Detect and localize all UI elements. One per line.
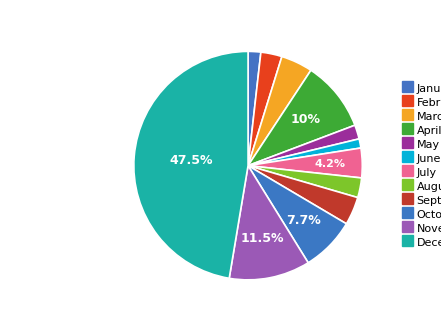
Wedge shape <box>248 125 359 166</box>
Text: 47.5%: 47.5% <box>169 154 213 167</box>
Wedge shape <box>248 139 361 166</box>
Wedge shape <box>248 51 261 166</box>
Text: 7.7%: 7.7% <box>286 214 321 227</box>
Wedge shape <box>248 52 282 166</box>
Wedge shape <box>134 51 248 278</box>
Legend: January, February, March, April, May, June, July, August, September, October, No: January, February, March, April, May, Ju… <box>402 84 441 248</box>
Wedge shape <box>248 166 358 224</box>
Text: 4.2%: 4.2% <box>315 159 346 169</box>
Wedge shape <box>248 148 363 178</box>
Wedge shape <box>248 166 346 263</box>
Wedge shape <box>248 70 355 166</box>
Wedge shape <box>229 166 308 280</box>
Text: 11.5%: 11.5% <box>241 232 284 245</box>
Wedge shape <box>248 56 311 166</box>
Wedge shape <box>248 166 362 197</box>
Text: 10%: 10% <box>291 113 321 126</box>
